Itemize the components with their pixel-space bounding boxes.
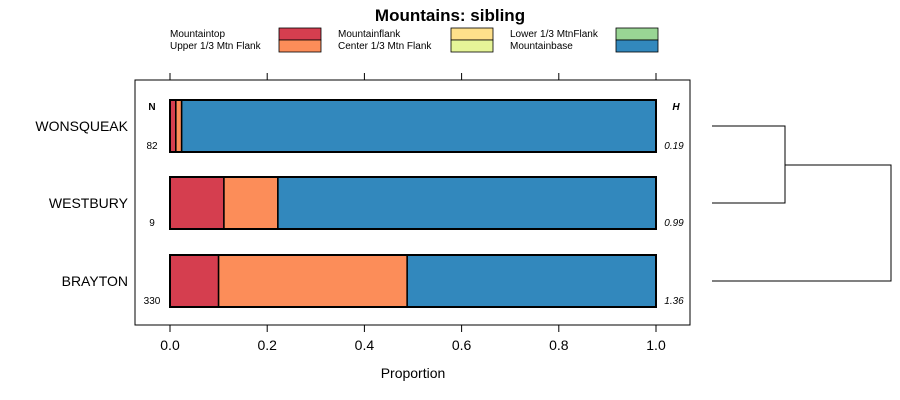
legend-swatch-mountainbase	[615, 39, 659, 53]
bar-segment-westbury-upper-1-3-mtn-flank	[223, 176, 279, 230]
x-tick-label: 0.4	[355, 337, 375, 353]
bar-segment-brayton-upper-1-3-mtn-flank	[217, 254, 408, 308]
chart-title: Mountains: sibling	[375, 6, 525, 25]
legend-label-lower-1-3-mtnflank: Lower 1/3 MtnFlank	[510, 29, 599, 40]
bar-outline-wonsqueak	[169, 99, 657, 153]
legend-label-mountainbase: Mountainbase	[510, 41, 573, 52]
bar-segment-wonsqueak-upper-1-3-mtn-flank	[175, 99, 183, 153]
legend-swatch-mountaintop	[278, 27, 322, 41]
bar-segment-westbury-mountaintop	[169, 176, 225, 230]
n-value-brayton: 330	[144, 296, 161, 307]
plot-frame	[134, 79, 691, 326]
x-tick-label: 0.8	[549, 337, 569, 353]
legend-label-upper-1-3-mtn-flank: Upper 1/3 Mtn Flank	[170, 41, 262, 52]
x-tick-label: 0.6	[452, 337, 472, 353]
legend-swatch-lower-1-3-mtnflank	[615, 27, 659, 41]
bar-segment-brayton-mountainbase	[406, 254, 657, 308]
legend-swatch-center-1-3-mtn-flank	[450, 39, 494, 53]
h-value-wonsqueak: 0.19	[664, 141, 684, 152]
legend-label-center-1-3-mtn-flank: Center 1/3 Mtn Flank	[338, 41, 432, 52]
x-axis-label: Proportion	[381, 365, 446, 381]
category-label-westbury: WESTBURY	[49, 195, 129, 211]
legend-label-mountainflank: Mountainflank	[338, 29, 401, 40]
x-tick-label: 0.0	[160, 337, 180, 353]
bar-segment-brayton-mountaintop	[169, 254, 220, 308]
dendrogram-branches	[712, 125, 892, 282]
h-header: H	[672, 102, 680, 113]
x-axis: 0.0 0.2 0.4 0.6 0.8 1.0	[160, 73, 666, 353]
legend-swatch-mountainflank	[450, 27, 494, 41]
bar-segment-wonsqueak-mountainbase	[180, 99, 657, 153]
dendrogram	[712, 125, 892, 282]
category-label-wonsqueak: WONSQUEAK	[35, 118, 128, 134]
legend-swatch-upper-1-3-mtn-flank	[278, 39, 322, 53]
n-value-westbury: 9	[149, 218, 155, 229]
bar-segment-westbury-mountainbase	[277, 176, 657, 230]
x-tick-label: 0.2	[257, 337, 277, 353]
bars	[169, 99, 657, 308]
x-tick-label: 1.0	[646, 337, 666, 353]
n-value-wonsqueak: 82	[146, 141, 158, 152]
category-label-brayton: BRAYTON	[62, 273, 128, 289]
h-value-brayton: 1.36	[664, 296, 684, 307]
bar-outline-brayton	[169, 254, 657, 308]
n-header: N	[148, 102, 155, 113]
h-value-westbury: 0.99	[664, 218, 684, 229]
bar-outline-westbury	[169, 176, 657, 230]
legend-label-mountaintop: Mountaintop	[170, 29, 225, 40]
category-labels: WONSQUEAK 82 0.19 WESTBURY 9 0.99 BRAYTON 330 1.…	[35, 118, 684, 307]
